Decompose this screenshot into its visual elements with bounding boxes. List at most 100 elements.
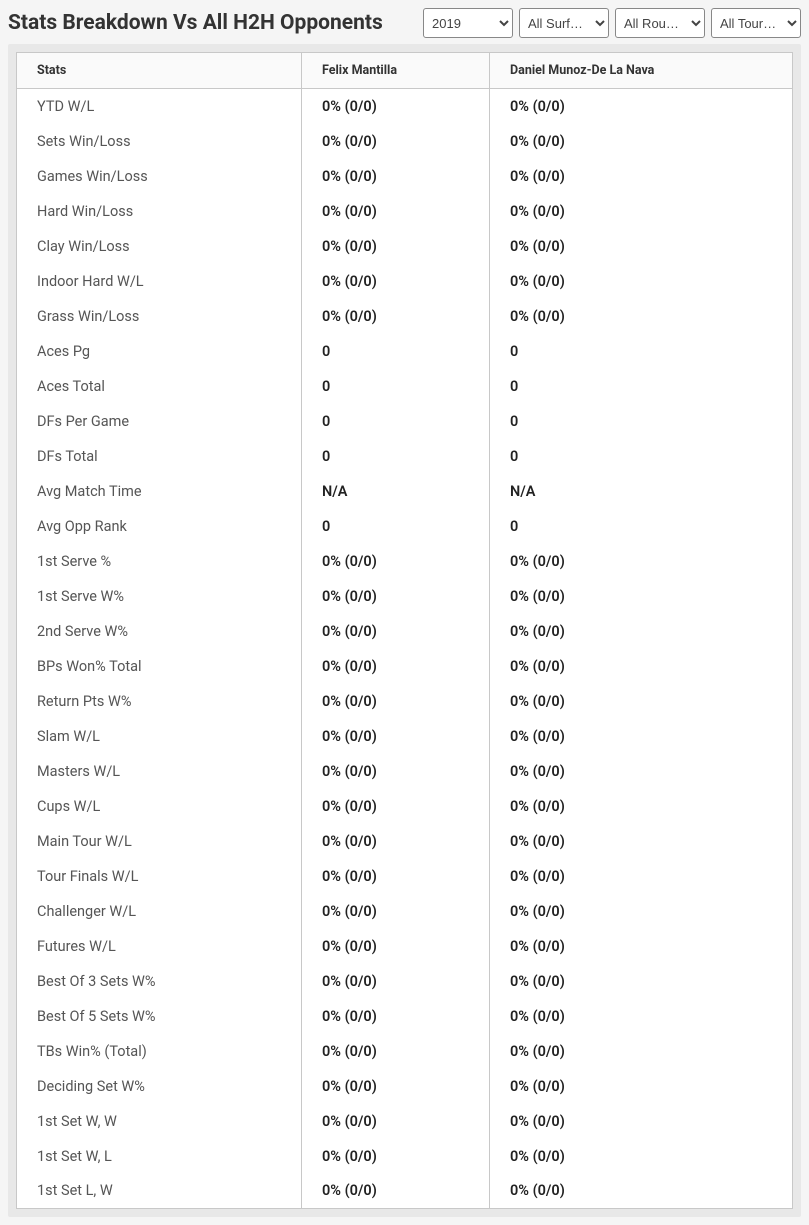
stat-name: Aces Pg [17, 334, 302, 369]
player1-value: 0% (0/0) [302, 719, 490, 754]
player2-value: 0% (0/0) [490, 579, 793, 614]
stat-name: BPs Won% Total [17, 649, 302, 684]
player2-value: 0% (0/0) [490, 719, 793, 754]
player1-value: 0% (0/0) [302, 929, 490, 964]
table-row: Hard Win/Loss0% (0/0)0% (0/0) [17, 194, 793, 229]
stat-name: Return Pts W% [17, 684, 302, 719]
stat-name: Futures W/L [17, 929, 302, 964]
player2-value: 0% (0/0) [490, 1104, 793, 1139]
tour-select[interactable]: All Tour… [711, 8, 801, 38]
table-row: Futures W/L0% (0/0)0% (0/0) [17, 929, 793, 964]
stat-name: Avg Match Time [17, 474, 302, 509]
player2-value: 0% (0/0) [490, 894, 793, 929]
stat-name: TBs Win% (Total) [17, 1034, 302, 1069]
player1-value: 0% (0/0) [302, 964, 490, 999]
player1-value: 0% (0/0) [302, 614, 490, 649]
table-row: YTD W/L0% (0/0)0% (0/0) [17, 89, 793, 124]
player1-value: 0% (0/0) [302, 1034, 490, 1069]
player1-value: 0% (0/0) [302, 229, 490, 264]
surface-select[interactable]: All Surf… [519, 8, 609, 38]
round-select[interactable]: All Rou… [615, 8, 705, 38]
table-row: 1st Set W, L0% (0/0)0% (0/0) [17, 1139, 793, 1174]
stat-name: YTD W/L [17, 89, 302, 124]
table-row: 1st Set W, W0% (0/0)0% (0/0) [17, 1104, 793, 1139]
player1-value: 0 [302, 509, 490, 544]
table-row: TBs Win% (Total)0% (0/0)0% (0/0) [17, 1034, 793, 1069]
stats-table: Stats Felix Mantilla Daniel Munoz-De La … [16, 52, 793, 1209]
player2-value: N/A [490, 474, 793, 509]
player2-value: 0% (0/0) [490, 649, 793, 684]
player2-value: 0% (0/0) [490, 89, 793, 124]
stat-name: 1st Serve % [17, 544, 302, 579]
player1-value: 0% (0/0) [302, 124, 490, 159]
player1-value: 0% (0/0) [302, 859, 490, 894]
table-row: Deciding Set W%0% (0/0)0% (0/0) [17, 1069, 793, 1104]
stat-name: Tour Finals W/L [17, 859, 302, 894]
stat-name: Grass Win/Loss [17, 299, 302, 334]
player2-value: 0% (0/0) [490, 299, 793, 334]
page-title: Stats Breakdown Vs All H2H Opponents [8, 11, 383, 35]
player1-value: 0% (0/0) [302, 1139, 490, 1174]
table-row: 1st Set L, W0% (0/0)0% (0/0) [17, 1174, 793, 1209]
player1-value: 0% (0/0) [302, 544, 490, 579]
player1-value: 0% (0/0) [302, 824, 490, 859]
table-row: Avg Opp Rank00 [17, 509, 793, 544]
player2-value: 0% (0/0) [490, 824, 793, 859]
stat-name: Deciding Set W% [17, 1069, 302, 1104]
table-row: Challenger W/L0% (0/0)0% (0/0) [17, 894, 793, 929]
player2-value: 0% (0/0) [490, 859, 793, 894]
stat-name: Clay Win/Loss [17, 229, 302, 264]
player1-value: 0% (0/0) [302, 579, 490, 614]
stats-table-container: Stats Felix Mantilla Daniel Munoz-De La … [8, 44, 801, 1217]
col-header-stats: Stats [17, 53, 302, 89]
table-row: Avg Match TimeN/AN/A [17, 474, 793, 509]
stat-name: Challenger W/L [17, 894, 302, 929]
player2-value: 0 [490, 334, 793, 369]
player1-value: 0% (0/0) [302, 1069, 490, 1104]
player1-value: 0 [302, 439, 490, 474]
col-header-player1: Felix Mantilla [302, 53, 490, 89]
player2-value: 0% (0/0) [490, 684, 793, 719]
player1-value: 0% (0/0) [302, 754, 490, 789]
player1-value: N/A [302, 474, 490, 509]
player1-value: 0% (0/0) [302, 999, 490, 1034]
player2-value: 0% (0/0) [490, 229, 793, 264]
year-select[interactable]: 2019 [423, 8, 513, 38]
player2-value: 0% (0/0) [490, 999, 793, 1034]
stat-name: Best Of 3 Sets W% [17, 964, 302, 999]
table-row: Best Of 3 Sets W%0% (0/0)0% (0/0) [17, 964, 793, 999]
col-header-player2: Daniel Munoz-De La Nava [490, 53, 793, 89]
table-row: Grass Win/Loss0% (0/0)0% (0/0) [17, 299, 793, 334]
player2-value: 0% (0/0) [490, 789, 793, 824]
player2-value: 0% (0/0) [490, 194, 793, 229]
player2-value: 0% (0/0) [490, 124, 793, 159]
table-row: DFs Total00 [17, 439, 793, 474]
table-row: Clay Win/Loss0% (0/0)0% (0/0) [17, 229, 793, 264]
table-row: 2nd Serve W%0% (0/0)0% (0/0) [17, 614, 793, 649]
stat-name: Indoor Hard W/L [17, 264, 302, 299]
table-row: Cups W/L0% (0/0)0% (0/0) [17, 789, 793, 824]
stat-name: 1st Set W, W [17, 1104, 302, 1139]
player1-value: 0% (0/0) [302, 649, 490, 684]
player2-value: 0 [490, 439, 793, 474]
player2-value: 0% (0/0) [490, 1174, 793, 1209]
table-row: 1st Serve %0% (0/0)0% (0/0) [17, 544, 793, 579]
player1-value: 0% (0/0) [302, 1174, 490, 1209]
stat-name: Best Of 5 Sets W% [17, 999, 302, 1034]
table-row: Main Tour W/L0% (0/0)0% (0/0) [17, 824, 793, 859]
table-row: Best Of 5 Sets W%0% (0/0)0% (0/0) [17, 999, 793, 1034]
player1-value: 0% (0/0) [302, 684, 490, 719]
player1-value: 0% (0/0) [302, 894, 490, 929]
table-header-row: Stats Felix Mantilla Daniel Munoz-De La … [17, 53, 793, 89]
player2-value: 0% (0/0) [490, 544, 793, 579]
player1-value: 0% (0/0) [302, 194, 490, 229]
stat-name: Slam W/L [17, 719, 302, 754]
player2-value: 0% (0/0) [490, 1069, 793, 1104]
table-row: Indoor Hard W/L0% (0/0)0% (0/0) [17, 264, 793, 299]
stat-name: 1st Serve W% [17, 579, 302, 614]
table-row: Sets Win/Loss0% (0/0)0% (0/0) [17, 124, 793, 159]
player1-value: 0% (0/0) [302, 159, 490, 194]
player2-value: 0% (0/0) [490, 964, 793, 999]
stat-name: Hard Win/Loss [17, 194, 302, 229]
player2-value: 0 [490, 404, 793, 439]
